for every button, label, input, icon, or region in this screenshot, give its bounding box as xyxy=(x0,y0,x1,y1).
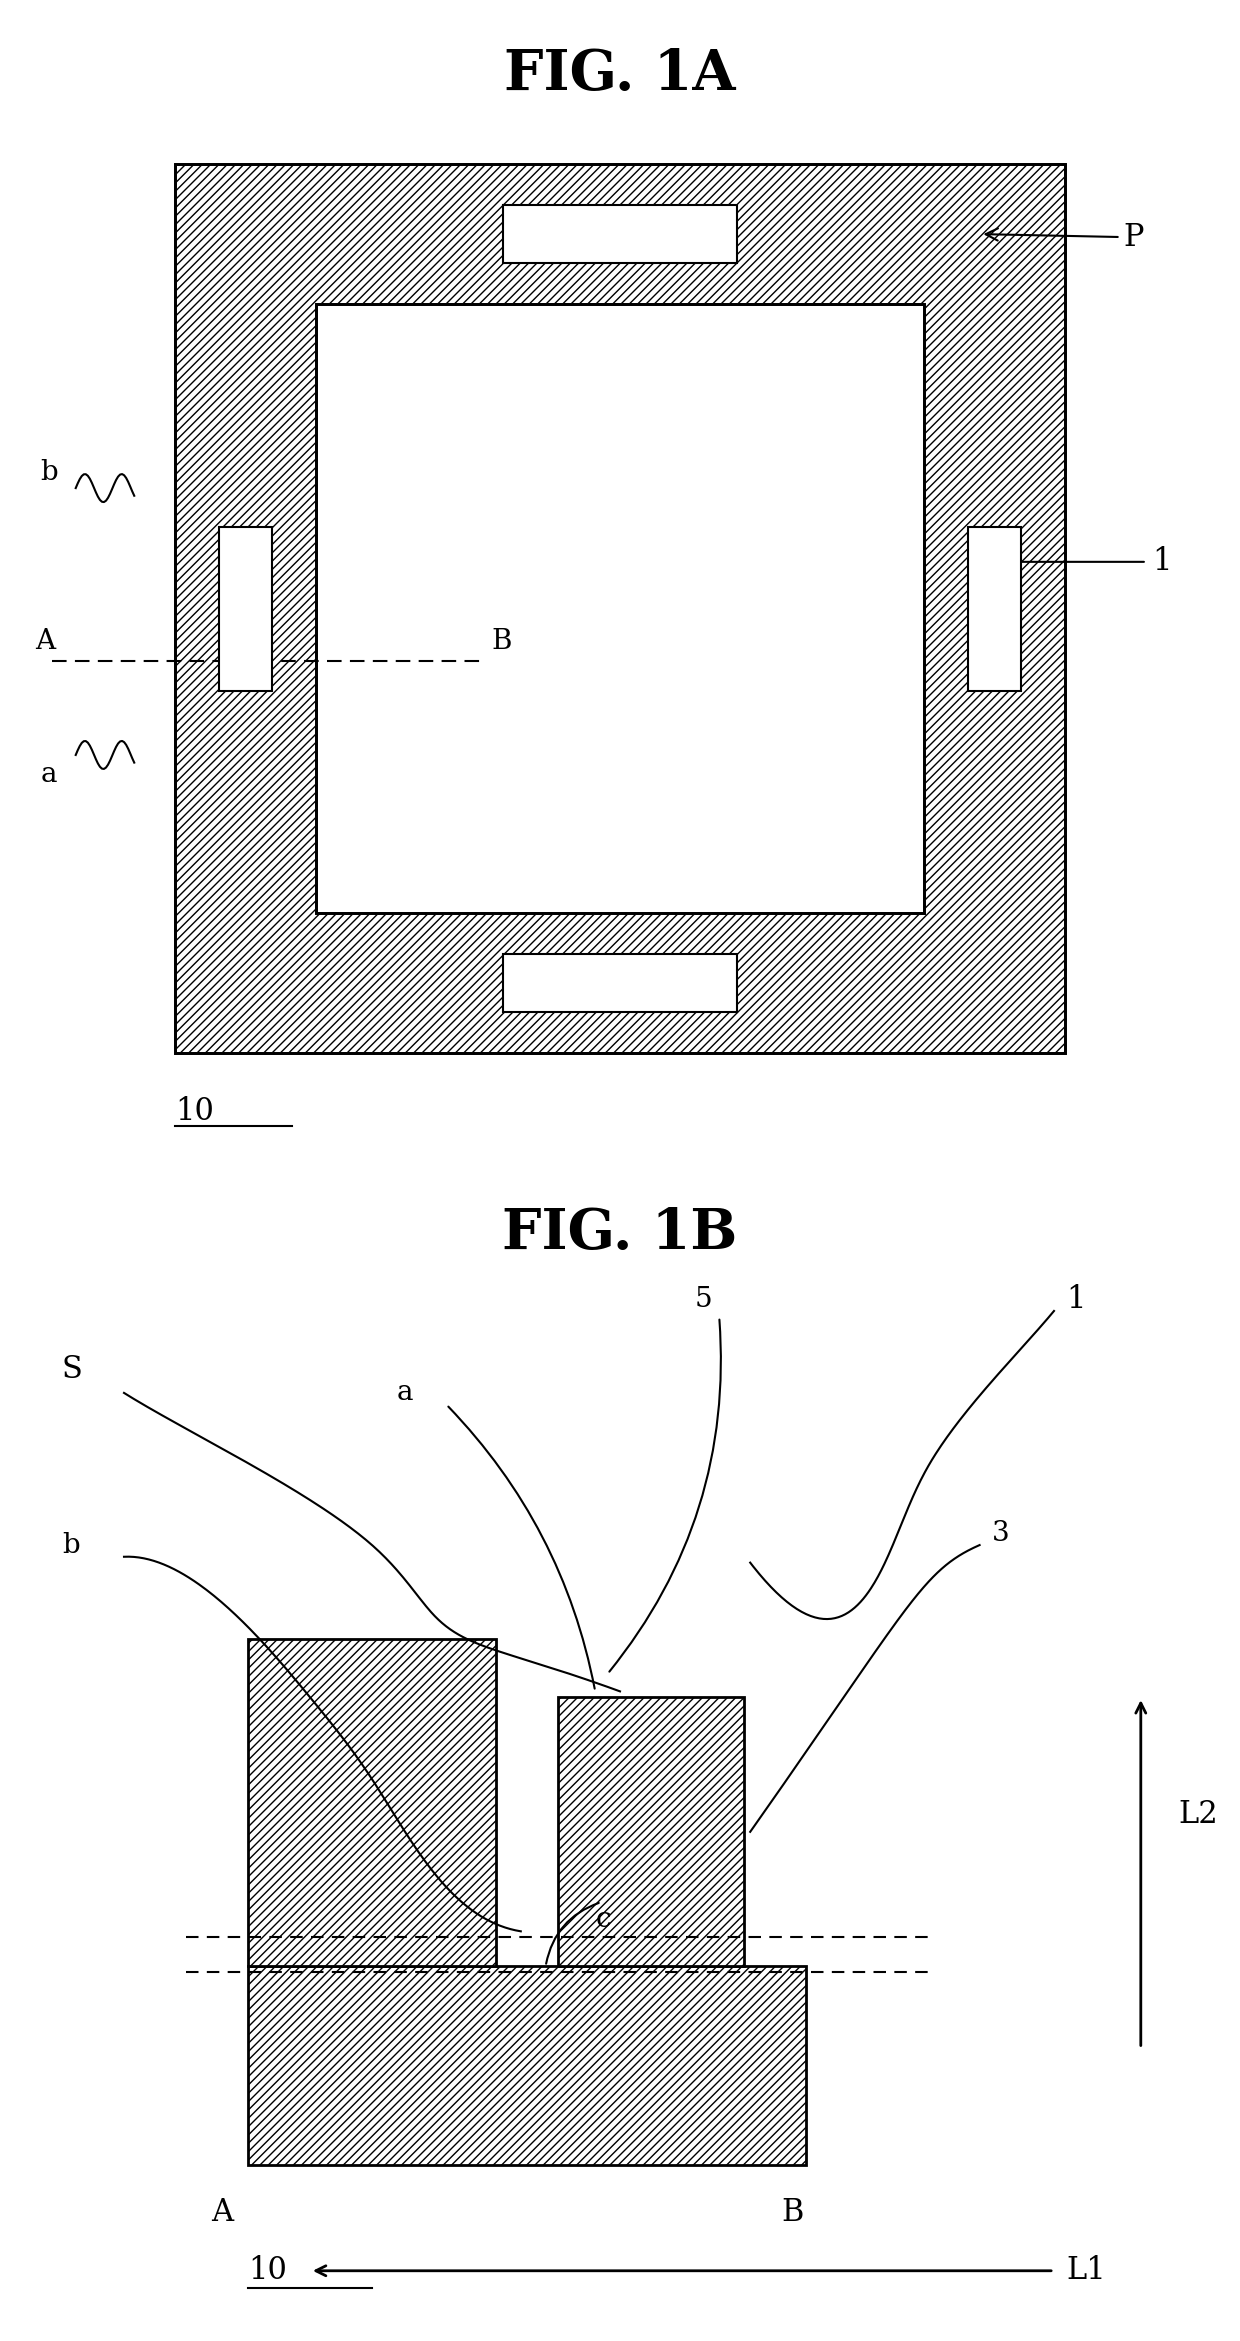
Text: 10: 10 xyxy=(248,2254,286,2287)
Text: A: A xyxy=(35,627,55,655)
Text: 10: 10 xyxy=(175,1096,215,1128)
Bar xyxy=(558,1697,744,1966)
Text: 3: 3 xyxy=(992,1519,1009,1547)
Text: FIG. 1A: FIG. 1A xyxy=(505,47,735,101)
Text: FIG. 1B: FIG. 1B xyxy=(502,1206,738,1259)
Text: S: S xyxy=(62,1353,83,1386)
Text: L2: L2 xyxy=(1178,1798,1218,1831)
Bar xyxy=(503,955,737,1011)
Bar xyxy=(316,304,924,913)
Bar xyxy=(219,527,272,691)
Text: 1: 1 xyxy=(1066,1283,1086,1316)
Text: 1: 1 xyxy=(1152,545,1172,578)
Text: b: b xyxy=(41,459,58,485)
Bar xyxy=(503,206,737,265)
Text: A: A xyxy=(211,2196,233,2229)
Text: L1: L1 xyxy=(1066,2254,1106,2287)
Bar xyxy=(175,164,1065,1053)
Text: b: b xyxy=(62,1531,79,1559)
Text: P: P xyxy=(986,222,1143,253)
Text: c: c xyxy=(595,1906,610,1934)
Text: 5: 5 xyxy=(694,1285,712,1313)
Text: a: a xyxy=(397,1379,413,1407)
Text: a: a xyxy=(41,761,57,789)
Text: B: B xyxy=(781,2196,804,2229)
Bar xyxy=(316,304,924,913)
Text: B: B xyxy=(491,627,512,655)
Bar xyxy=(248,1966,806,2165)
Bar xyxy=(175,164,1065,1053)
Bar xyxy=(248,1639,496,1966)
Bar xyxy=(968,527,1021,691)
